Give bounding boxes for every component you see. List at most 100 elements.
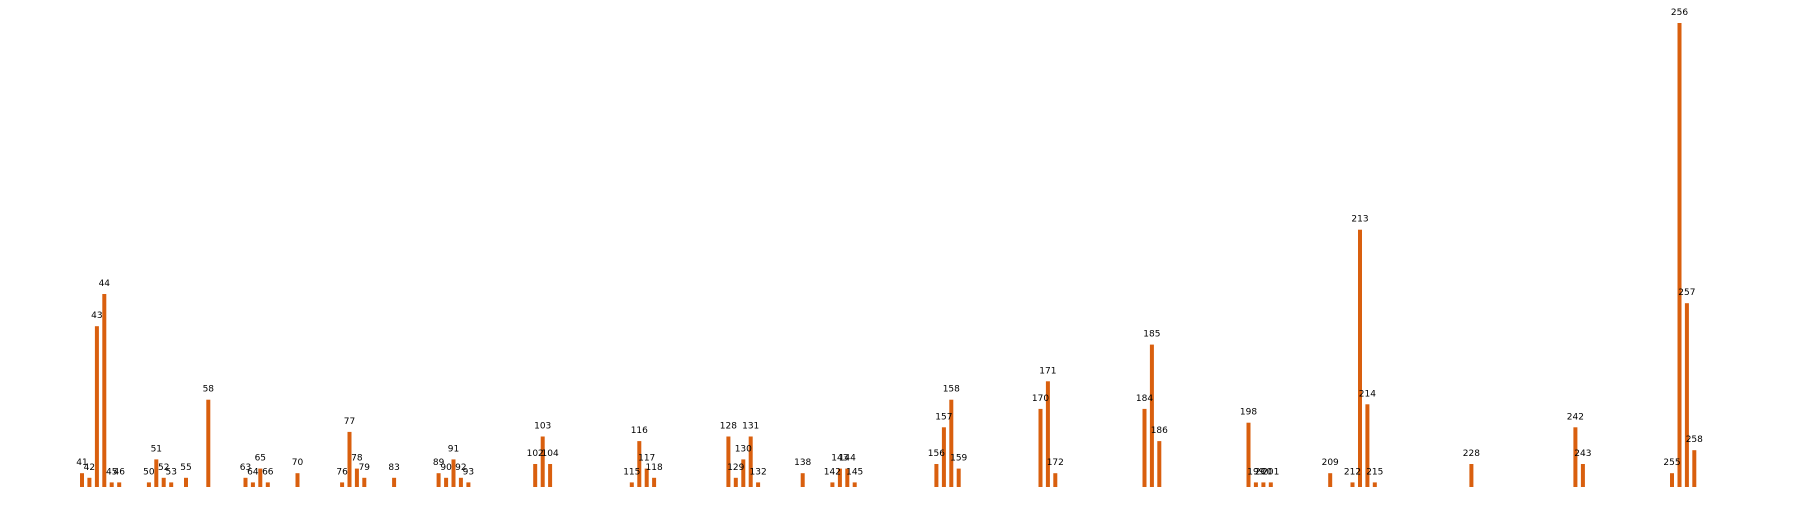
bar-46 [117, 482, 122, 487]
bar-184 [1142, 408, 1147, 487]
bar-228 [1469, 464, 1474, 487]
bar-76 [340, 482, 345, 487]
bar-label-79: 79 [359, 463, 371, 473]
bar-label-66: 66 [262, 467, 274, 477]
bar-label-118: 118 [646, 463, 663, 473]
bar-label-51: 51 [151, 444, 162, 454]
bar-43 [94, 326, 99, 487]
bar-label-185: 185 [1143, 330, 1160, 340]
bar-92 [458, 477, 463, 487]
bar-102 [533, 464, 538, 487]
bar-128 [726, 436, 731, 487]
bar-label-143: 143 [831, 454, 848, 464]
bar-90 [444, 477, 449, 487]
bar-label-243: 243 [1574, 449, 1591, 459]
bar-89 [436, 473, 441, 487]
bar-144 [845, 468, 850, 487]
bar-51 [154, 459, 159, 487]
bar-label-89: 89 [433, 458, 445, 468]
bar-138 [800, 473, 805, 487]
bar-209 [1328, 473, 1333, 487]
bar-label-145: 145 [846, 467, 863, 477]
bar-63 [243, 477, 248, 487]
bar-label-128: 128 [720, 422, 737, 432]
bar-label-83: 83 [388, 463, 399, 473]
bar-label-70: 70 [292, 458, 304, 468]
bar-170 [1038, 408, 1043, 487]
bar-label-102: 102 [527, 449, 544, 459]
bar-label-116: 116 [631, 426, 648, 436]
bar-77 [347, 431, 352, 487]
bar-label-104: 104 [542, 449, 559, 459]
bar-83 [392, 477, 397, 487]
bar-label-171: 171 [1039, 366, 1056, 376]
bar-131 [748, 436, 753, 487]
bar-66 [265, 482, 270, 487]
bar-label-257: 257 [1678, 288, 1695, 298]
bar-256 [1677, 23, 1682, 487]
bar-199 [1253, 482, 1258, 487]
bar-201 [1268, 482, 1273, 487]
bar-132 [756, 482, 761, 487]
bar-143 [837, 468, 842, 487]
bar-198 [1246, 422, 1251, 487]
bar-label-50: 50 [143, 467, 155, 477]
bar-53 [169, 482, 174, 487]
bar-label-45: 45 [106, 467, 117, 477]
bar-44 [102, 294, 107, 487]
bar-label-199: 199 [1247, 467, 1264, 477]
bar-label-157: 157 [935, 412, 952, 422]
bar-186 [1157, 441, 1162, 487]
bar-label-130: 130 [735, 444, 752, 454]
bar-58 [206, 399, 211, 487]
bar-label-256: 256 [1671, 8, 1688, 18]
bar-242 [1573, 427, 1578, 487]
bar-65 [258, 468, 263, 487]
bar-156 [934, 464, 939, 487]
bar-label-209: 209 [1322, 458, 1339, 468]
bar-171 [1045, 381, 1050, 487]
bar-label-144: 144 [839, 454, 856, 464]
bar-label-53: 53 [165, 467, 176, 477]
bar-52 [161, 477, 166, 487]
bar-158 [949, 399, 954, 487]
bar-257 [1684, 303, 1689, 487]
bar-258 [1692, 450, 1697, 487]
bar-label-159: 159 [950, 454, 967, 464]
bar-label-90: 90 [440, 463, 452, 473]
bar-label-44: 44 [99, 279, 111, 289]
bar-label-255: 255 [1663, 458, 1680, 468]
bar-label-76: 76 [336, 467, 348, 477]
bar-label-212: 212 [1344, 467, 1361, 477]
bar-79 [362, 477, 367, 487]
bar-115 [629, 482, 634, 487]
bar-78 [354, 468, 359, 487]
bar-label-201: 201 [1262, 467, 1279, 477]
bar-label-43: 43 [91, 311, 102, 321]
bar-129 [733, 477, 738, 487]
bar-118 [652, 477, 657, 487]
bar-label-215: 215 [1366, 467, 1383, 477]
bar-200 [1261, 482, 1266, 487]
bar-label-198: 198 [1240, 408, 1257, 418]
bar-91 [451, 459, 456, 487]
bar-label-58: 58 [203, 385, 215, 395]
bar-213 [1358, 229, 1362, 487]
bar-label-46: 46 [113, 467, 125, 477]
bar-103 [540, 436, 545, 487]
bar-label-115: 115 [623, 467, 640, 477]
bar-label-65: 65 [255, 454, 266, 464]
bar-142 [830, 482, 835, 487]
bar-64 [250, 482, 255, 487]
bar-label-63: 63 [240, 463, 251, 473]
bar-255 [1670, 473, 1674, 487]
bar-214 [1365, 404, 1370, 487]
bar-104 [548, 464, 553, 487]
bar-50 [146, 482, 151, 487]
bar-label-42: 42 [84, 463, 95, 473]
bar-label-117: 117 [638, 454, 655, 464]
bar-label-228: 228 [1463, 449, 1480, 459]
